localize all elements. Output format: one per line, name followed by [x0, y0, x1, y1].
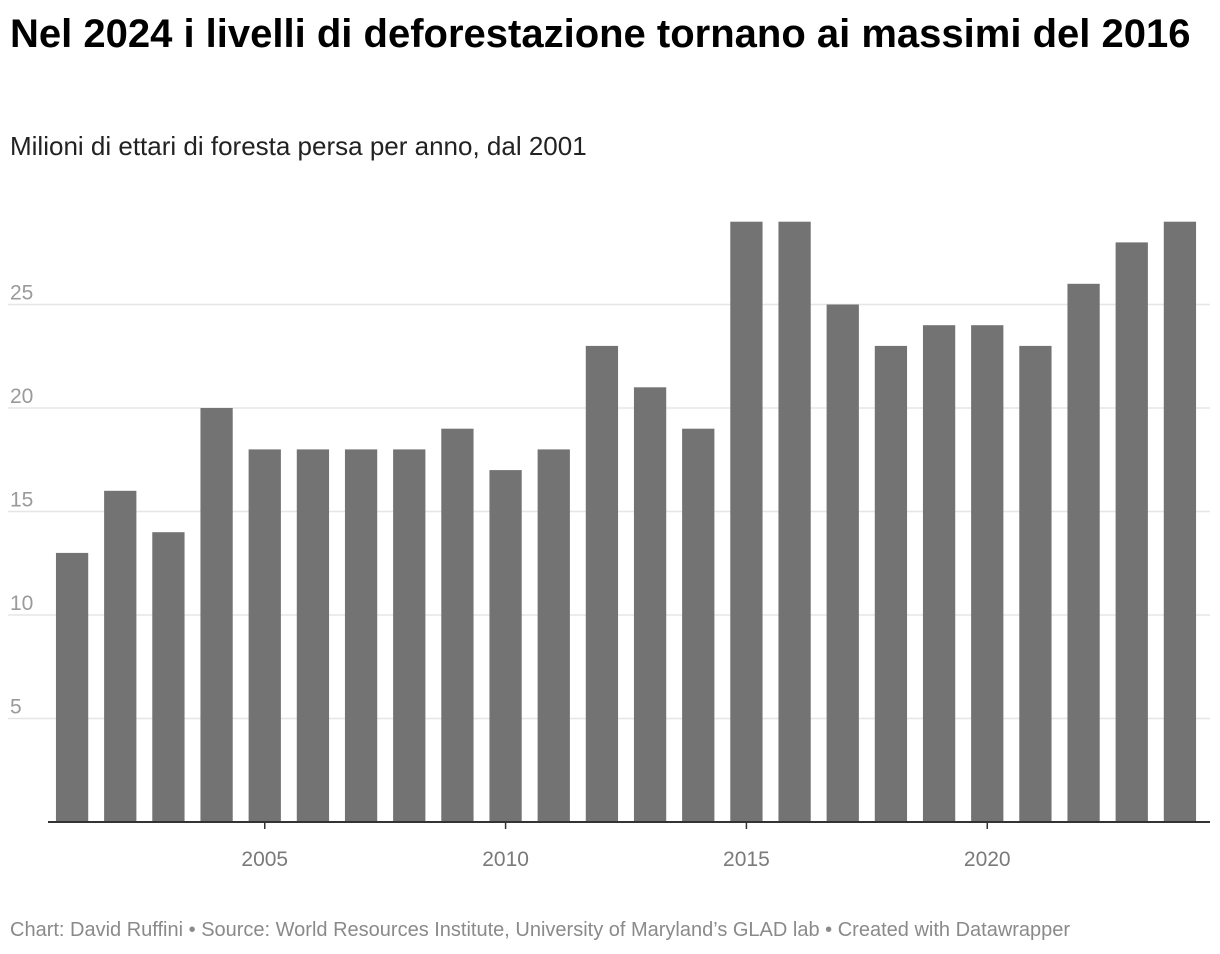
bar-2016: [778, 221, 811, 822]
bar-2019: [922, 325, 956, 822]
y-axis-ticks: 5 10 15 20 25: [10, 282, 33, 719]
bar-2017: [826, 304, 859, 822]
y-tick-label: 25: [10, 282, 33, 305]
bar-2008: [393, 449, 426, 822]
y-tick-label: 15: [10, 489, 33, 512]
chart-footer: Chart: David Ruffini • Source: World Res…: [10, 916, 1070, 944]
bars: [55, 221, 1197, 822]
x-tick-label: 2020: [964, 848, 1011, 871]
chart-subtitle: Milioni di ettari di foresta persa per a…: [10, 131, 587, 161]
footer-credit: Chart: David Ruffini: [10, 919, 184, 941]
bar-2020: [971, 325, 1004, 822]
bar-2010: [489, 470, 522, 822]
bar-2003: [152, 532, 185, 822]
bar-2021: [1019, 345, 1052, 822]
bar-2009: [441, 428, 474, 822]
footer-created-with: Created with Datawrapper: [837, 919, 1071, 941]
bar-2015: [730, 221, 763, 822]
footer-separator: •: [188, 919, 196, 941]
footer-source: Source: World Resources Institute, Unive…: [201, 919, 820, 941]
bar-2011: [537, 449, 570, 822]
bar-2018: [874, 345, 908, 822]
y-tick-label: 5: [10, 696, 22, 719]
bar-2022: [1067, 283, 1100, 822]
footer-separator: •: [825, 919, 833, 941]
x-tick-label: 2015: [723, 848, 770, 871]
bar-2012: [585, 345, 619, 822]
bar-2001: [55, 552, 89, 822]
bar-2024: [1163, 221, 1197, 822]
bar-2002: [104, 490, 137, 822]
bar-2004: [200, 408, 233, 822]
chart-title: Nel 2024 i livelli di deforestazione tor…: [10, 12, 1191, 56]
bar-2023: [1115, 242, 1148, 822]
y-tick-label: 20: [10, 385, 33, 408]
bar-2005: [248, 449, 281, 822]
bar-2013: [633, 387, 667, 822]
bar-2006: [296, 449, 330, 822]
bar-2007: [344, 449, 378, 822]
bar-2014: [682, 428, 715, 822]
x-axis-ticks: 2005 2010 2015 2020: [241, 822, 1011, 871]
x-tick-label: 2010: [482, 848, 529, 871]
y-tick-label: 10: [10, 592, 33, 615]
x-tick-label: 2005: [241, 848, 288, 871]
